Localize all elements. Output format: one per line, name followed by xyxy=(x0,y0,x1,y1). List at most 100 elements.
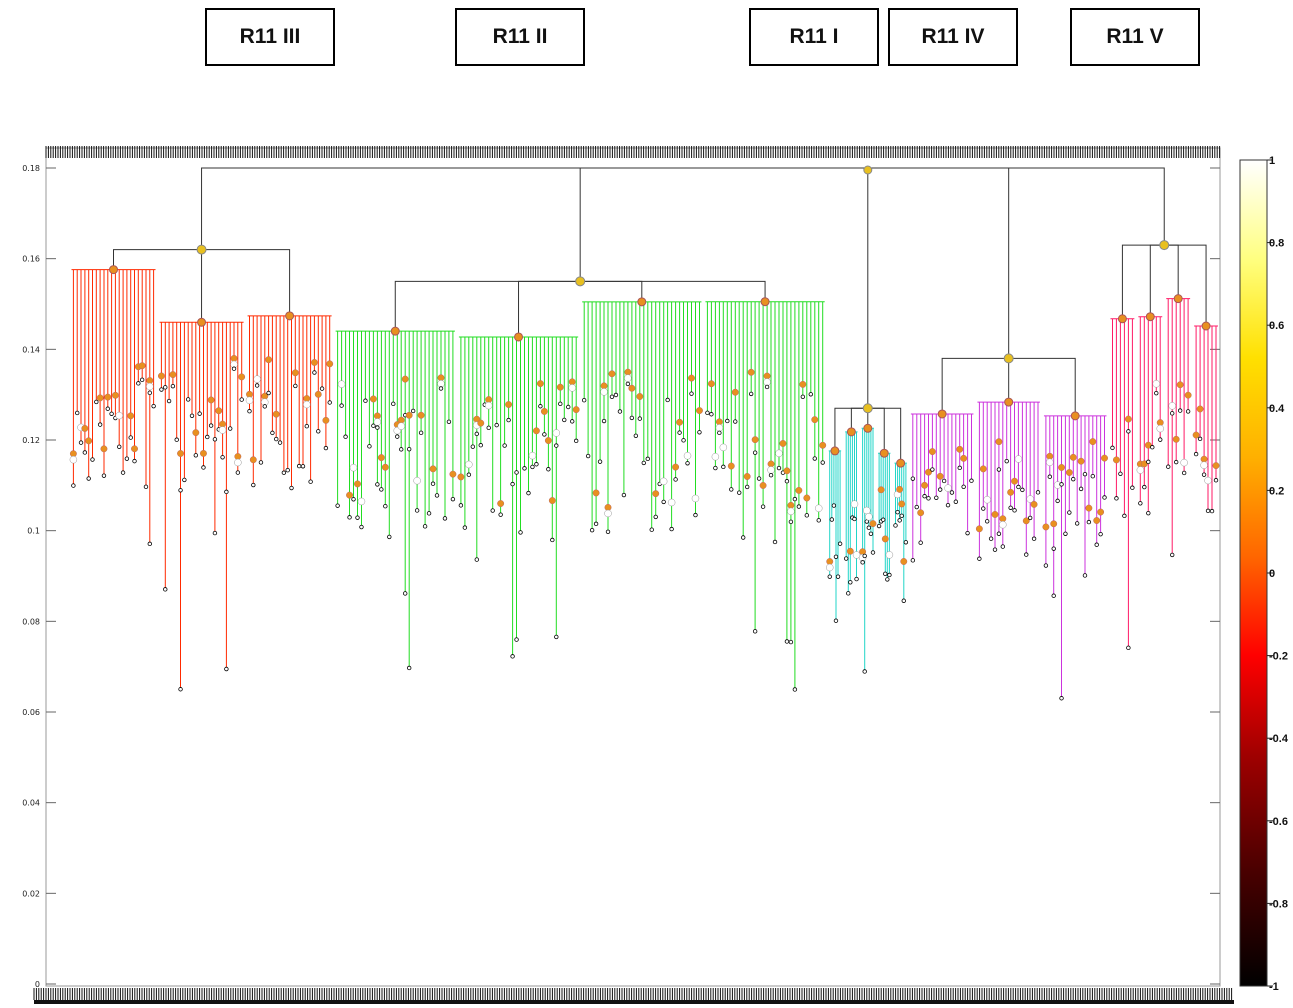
leaf-node xyxy=(281,470,287,475)
leaf-node xyxy=(697,430,702,435)
leaf-node xyxy=(430,481,436,486)
low-node xyxy=(397,422,405,430)
leaf-node xyxy=(937,487,943,492)
inner-node xyxy=(1200,455,1208,463)
leaf-node xyxy=(800,394,806,400)
outlier-leaf-node xyxy=(1082,573,1088,578)
leaf-node xyxy=(530,464,535,470)
low-node xyxy=(115,411,123,420)
inner-node xyxy=(437,374,445,382)
subtree-node xyxy=(937,409,947,419)
leaf-node xyxy=(1150,445,1155,450)
leaf-node xyxy=(870,550,876,555)
leaf-node xyxy=(163,385,168,390)
subtree-node xyxy=(1173,294,1183,304)
subtree-link xyxy=(201,249,291,316)
leaf-node xyxy=(633,433,639,439)
leaf-node xyxy=(988,536,994,541)
leaf-node xyxy=(285,467,290,473)
leaf-node xyxy=(262,404,267,409)
inner-node xyxy=(636,393,644,400)
leaf-node xyxy=(251,482,256,488)
leaf-node xyxy=(212,437,218,442)
leaf-node xyxy=(274,436,279,442)
leaf-node xyxy=(498,512,503,517)
colorbar-tick-label: 0.6 xyxy=(1269,320,1284,332)
leaf-node xyxy=(109,411,114,416)
leaf-node xyxy=(1181,470,1187,476)
subtree-link xyxy=(1008,357,1076,416)
low-node xyxy=(1156,424,1164,433)
leaf-node xyxy=(729,487,734,492)
leaf-node xyxy=(101,473,107,478)
leaf-node xyxy=(399,447,404,452)
leaf-node xyxy=(166,398,172,404)
inner-node xyxy=(169,371,177,379)
leaf-node xyxy=(1071,476,1076,482)
leaf-node xyxy=(546,467,551,472)
leaf-node xyxy=(1110,445,1115,451)
leaf-branches xyxy=(845,431,858,594)
leaf-node xyxy=(319,386,325,391)
inner-node xyxy=(96,394,104,402)
inner-node xyxy=(995,438,1003,446)
inner-node xyxy=(819,441,827,449)
cluster-top-node xyxy=(575,276,586,287)
leaf-node xyxy=(772,539,778,545)
inner-node xyxy=(322,416,330,424)
inner-node xyxy=(991,511,999,518)
leaf-node xyxy=(1098,531,1103,537)
leaf-node xyxy=(395,434,400,439)
colorbar-gradient xyxy=(1239,159,1268,987)
leaf-node xyxy=(843,556,849,561)
leaf-node xyxy=(193,453,199,458)
leaf-node xyxy=(277,440,283,445)
leaf-node xyxy=(1000,544,1006,549)
inner-node xyxy=(1172,435,1180,443)
low-node xyxy=(234,458,242,467)
cluster-label-r11-ii: R11 II xyxy=(455,8,585,66)
leaf-node xyxy=(174,437,179,442)
inner-node xyxy=(751,436,759,444)
low-node xyxy=(683,452,692,460)
leaf-node xyxy=(876,523,882,529)
inner-node xyxy=(688,374,695,382)
outlier-leaf-node xyxy=(178,687,183,692)
inner-node xyxy=(200,449,207,457)
leaf-node xyxy=(1086,519,1092,525)
low-node xyxy=(814,504,823,513)
subtree-link xyxy=(941,357,1009,414)
low-node xyxy=(413,476,421,485)
leaf-node xyxy=(784,479,790,484)
inner-node xyxy=(373,412,381,420)
leaf-node xyxy=(744,484,750,490)
leaf-node xyxy=(764,384,770,390)
low-node xyxy=(253,375,261,383)
inner-node xyxy=(608,370,616,378)
leaf-node xyxy=(930,467,935,472)
leaf-node xyxy=(1118,471,1123,476)
leaf-node xyxy=(934,495,939,500)
inner-node xyxy=(449,470,457,478)
leaf-node xyxy=(854,576,859,582)
y-tick-label: 0.04 xyxy=(22,799,40,808)
leaf-node xyxy=(86,476,91,481)
leaf-node xyxy=(550,537,555,543)
subtree-node xyxy=(1117,314,1127,324)
leaf-node xyxy=(254,383,260,388)
subtree-node xyxy=(760,297,770,307)
inner-node xyxy=(417,411,425,419)
leaf-node xyxy=(804,513,810,518)
inner-node xyxy=(624,368,632,376)
leaf-node xyxy=(1035,490,1041,495)
subtree-link xyxy=(580,280,766,302)
inner-node xyxy=(1065,469,1073,476)
leaf-node xyxy=(71,483,76,488)
leaf-node xyxy=(339,403,344,408)
low-node xyxy=(568,384,576,392)
leaf-node xyxy=(506,417,511,423)
leaf-node xyxy=(573,438,579,444)
leaf-node xyxy=(949,490,955,495)
subtree-node xyxy=(109,265,119,275)
leaf-node xyxy=(1082,471,1088,477)
